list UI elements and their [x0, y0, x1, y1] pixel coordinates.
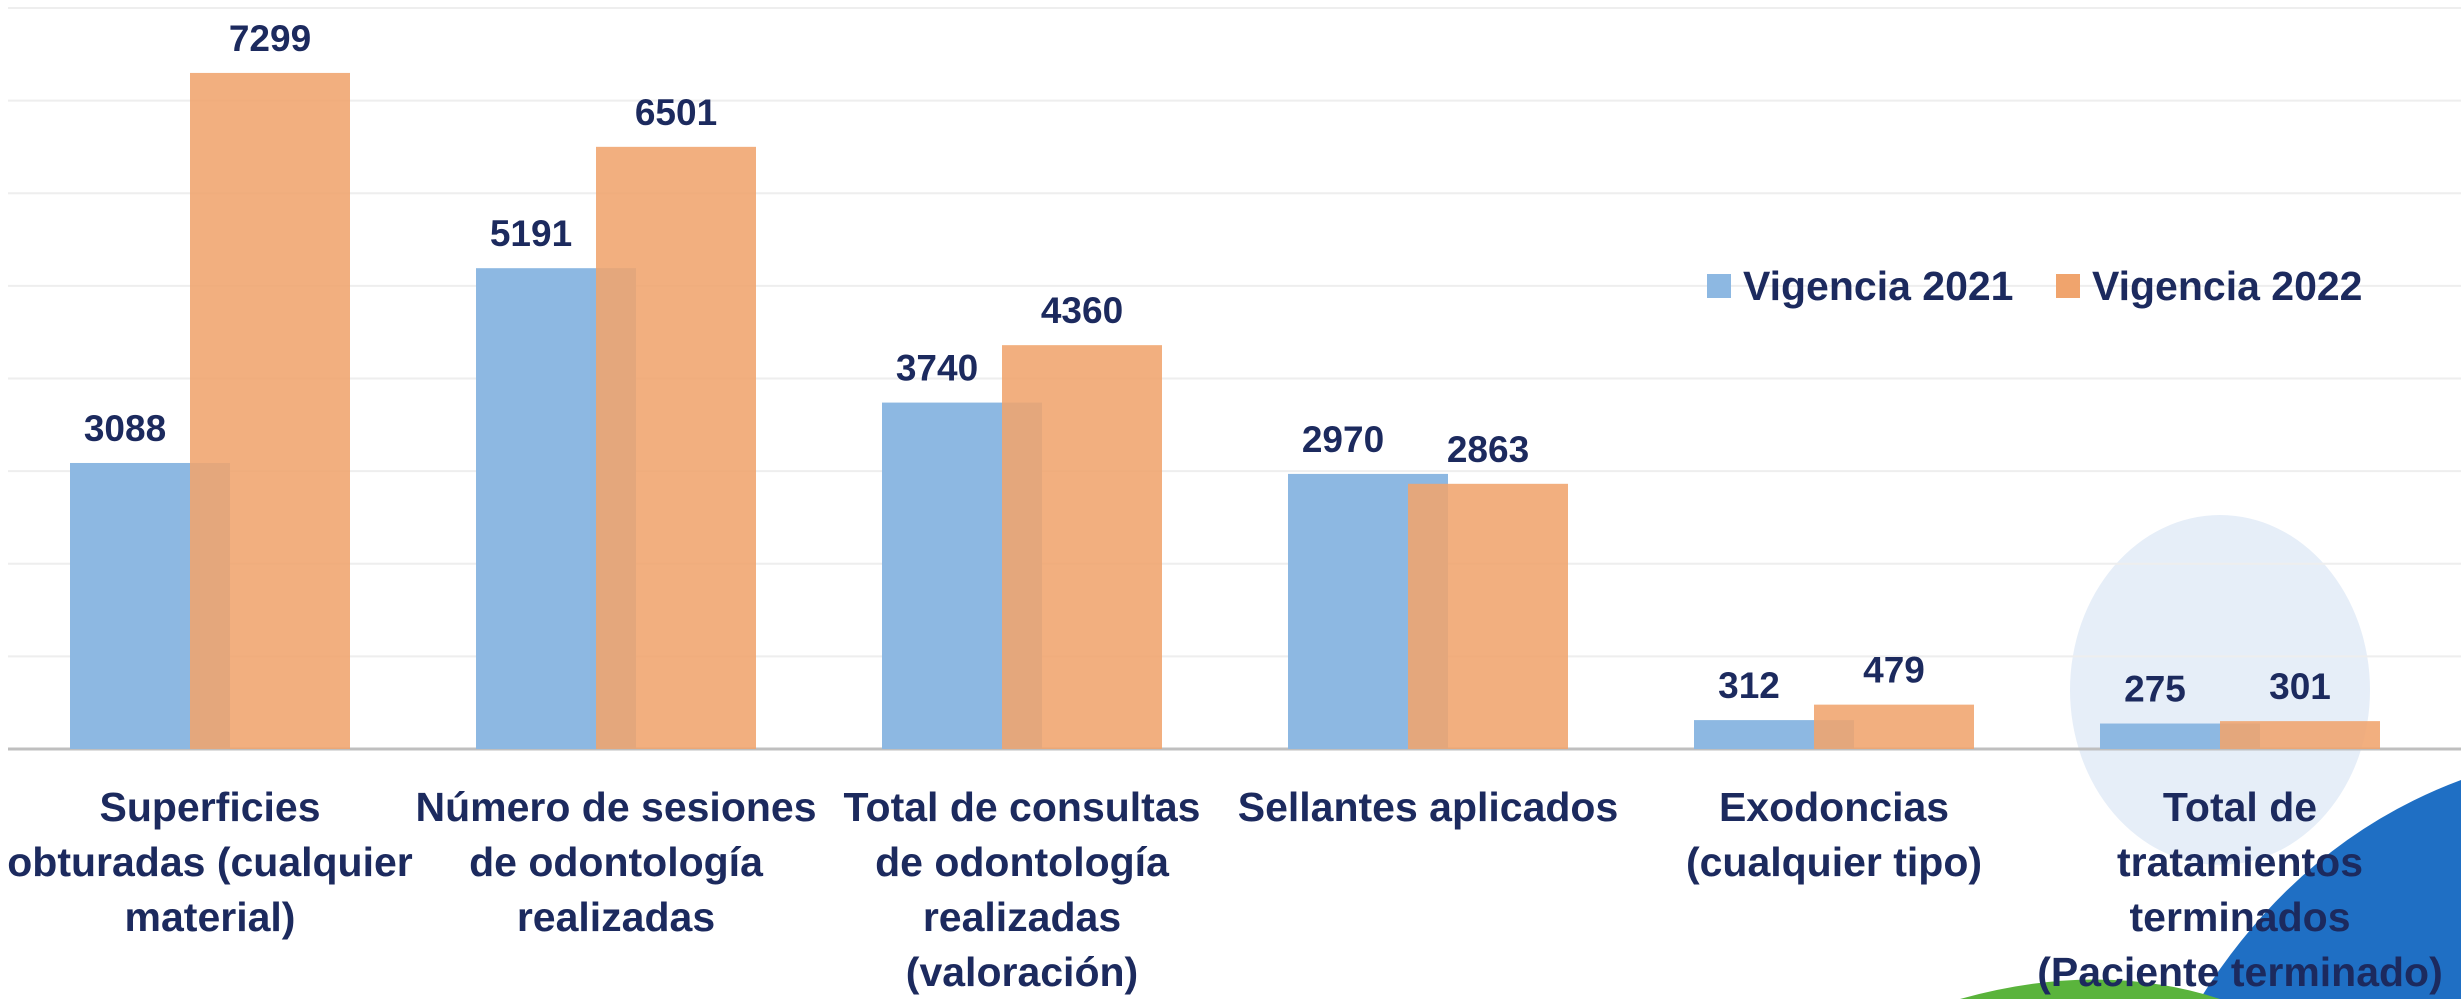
x-tick-label: Exodoncias (cualquier tipo): [1685, 784, 1983, 885]
decoration: [2070, 515, 2370, 865]
x-tick-label: Superficies obturadas (cualquier materia…: [7, 784, 413, 940]
bars: 3088 5191 3740 2970 312 275 7299 6501 4360 2863 47…: [70, 18, 2380, 750]
x-tick-label: Total de consultas de odontología realiz…: [843, 784, 1201, 995]
value-label: 3088: [84, 408, 166, 449]
bar: [1002, 345, 1162, 749]
value-label: 6501: [635, 92, 717, 133]
x-tick-label: Total de tratamientos terminados (Pacien…: [2037, 784, 2443, 995]
legend-swatch: [2056, 274, 2080, 298]
value-label: 301: [2269, 666, 2331, 707]
value-label: 4360: [1041, 290, 1123, 331]
value-label: 312: [1718, 665, 1780, 706]
value-label: 479: [1863, 650, 1925, 691]
bar: [1814, 704, 1974, 749]
legend-label: Vigencia 2022: [2092, 263, 2362, 309]
legend-label: Vigencia 2021: [1743, 263, 2013, 309]
bar: [2220, 721, 2380, 749]
value-label: 5191: [490, 213, 572, 254]
x-tick-label: Sellantes aplicados: [1237, 784, 1619, 830]
legend-swatch: [1707, 274, 1731, 298]
legend: Vigencia 2021 Vigencia 2022: [1707, 263, 2362, 309]
bar: [596, 146, 756, 750]
value-label: 275: [2124, 669, 2186, 710]
grid: [8, 7, 2461, 751]
bar: [190, 72, 350, 750]
value-label: 3740: [896, 348, 978, 389]
value-label: 2970: [1302, 419, 1384, 460]
x-tick-label: Número de sesiones de odontología realiz…: [415, 784, 817, 940]
bar: [1408, 483, 1568, 749]
value-label: 7299: [229, 18, 311, 59]
decoration: [1960, 979, 2220, 999]
value-label: 2863: [1447, 429, 1529, 470]
decoration: [2200, 780, 2461, 999]
